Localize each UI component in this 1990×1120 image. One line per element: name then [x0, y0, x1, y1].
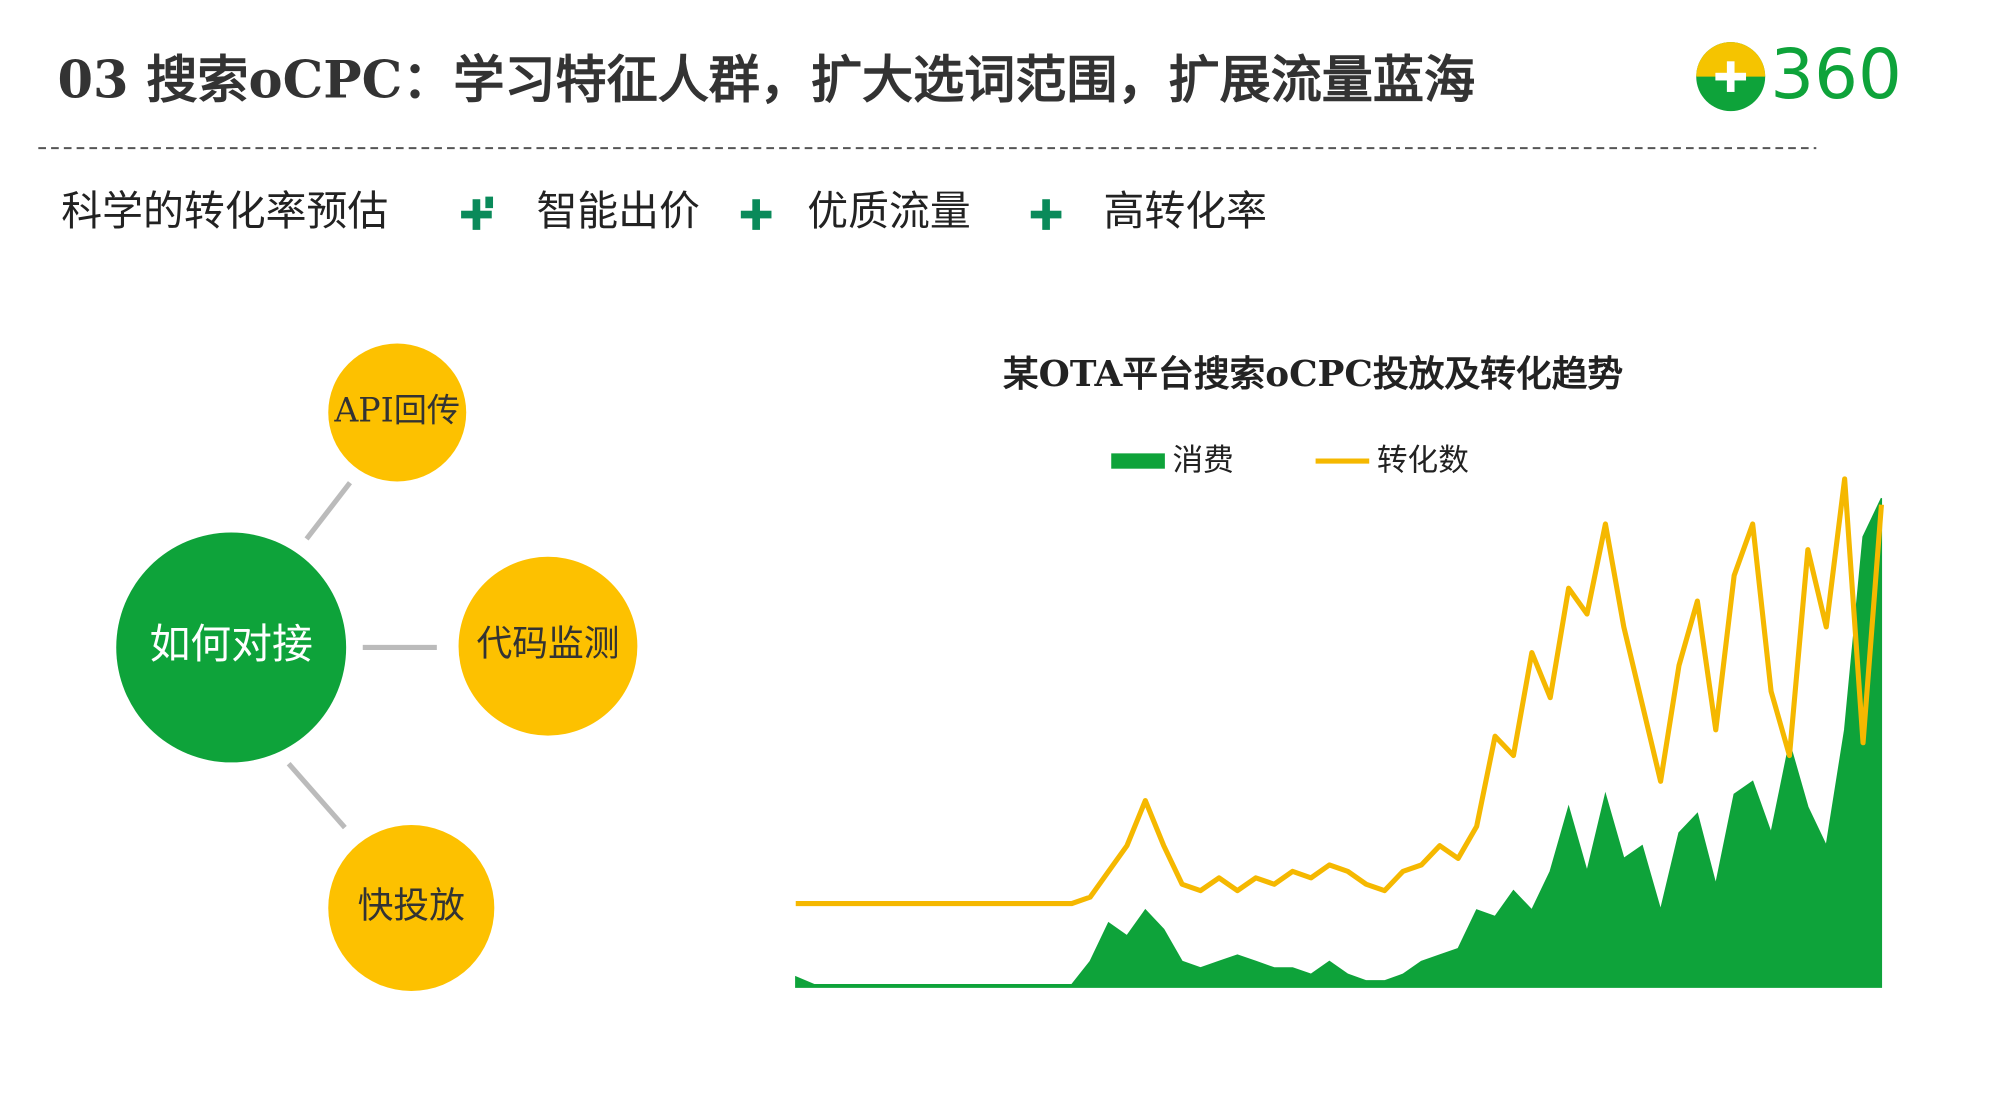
legend-label: 消费 [1173, 443, 1234, 478]
center-circle [116, 532, 347, 763]
node-label: 快投放 [358, 886, 465, 927]
chart: 消费 转化数 [795, 443, 1884, 988]
features: 科学的转化率预估 智能出价 优质流量 高转化率 [61, 187, 1267, 235]
feature: 科学的转化率预估 [61, 187, 388, 235]
logo: 360 [1696, 35, 1902, 115]
area [795, 497, 1883, 988]
plus-icons [0, 0, 1062, 230]
feature: 优质流量 [807, 187, 970, 235]
logo-text: 360 [1770, 35, 1902, 115]
node-label: API回传 [333, 390, 460, 429]
node-label: 代码监测 [476, 624, 619, 665]
connector [304, 481, 352, 541]
feature: 智能出价 [536, 187, 699, 235]
line [795, 476, 1884, 907]
plus-icon [472, 199, 481, 230]
plus-icon [1042, 199, 1050, 230]
chart-title: 某OTA平台搜索oCPC投放及转化趋势 [1003, 353, 1623, 395]
node-circle [458, 556, 638, 736]
legend-label: 转化数 [1377, 443, 1469, 478]
node-circle [328, 824, 495, 992]
connector [286, 762, 347, 830]
legend-swatch [1111, 453, 1165, 469]
connectors [286, 481, 437, 830]
node-circle [328, 343, 467, 482]
slide-title: 03 搜索oCPC：学习特征人群，扩大选词范围，扩展流量蓝海 [57, 50, 1475, 110]
feature: 高转化率 [1104, 187, 1267, 235]
logo-plus [1726, 61, 1735, 92]
logo-half [1696, 42, 1766, 77]
plus-icon [752, 199, 760, 230]
center-label: 如何对接 [149, 620, 312, 668]
